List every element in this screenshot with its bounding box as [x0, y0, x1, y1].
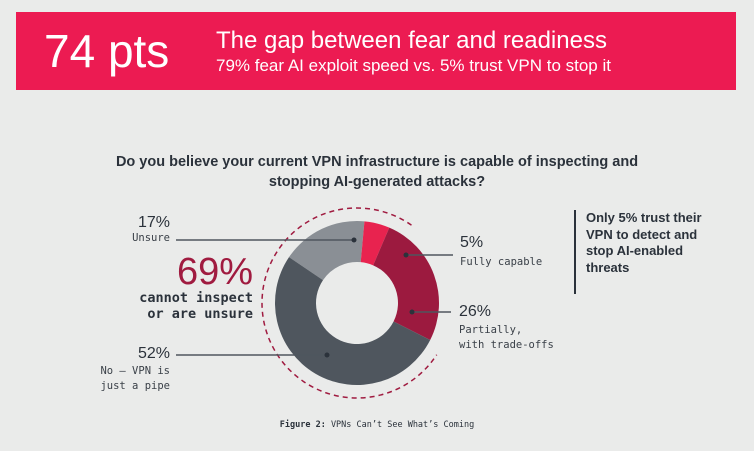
- no-label: No — VPN is just a pipe: [100, 364, 170, 394]
- partial-label-line: Partially,: [459, 324, 523, 336]
- leader-dot: [351, 237, 357, 243]
- highlight-text: cannot inspect or are unsure: [139, 290, 253, 322]
- highlight-value: 69%: [176, 251, 253, 293]
- unsure-pct: 17%: [137, 214, 170, 231]
- dashed-highlight-ring: [261, 207, 438, 399]
- chart-title: Do you believe your current VPN infrastr…: [115, 154, 639, 190]
- leader-dot: [403, 252, 409, 258]
- donut-slice-2: [373, 227, 440, 340]
- caption-prefix: Figure 2:: [279, 420, 326, 430]
- caption-text: VPNs Can’t See What’s Coming: [330, 420, 475, 430]
- fully-label: Fully capable: [460, 256, 543, 268]
- header-banner: 74 pts The gap between fear and readines…: [16, 12, 736, 90]
- fully-pct: 5%: [460, 234, 484, 251]
- highlight-line: cannot inspect: [139, 290, 253, 306]
- highlight-line: or are unsure: [147, 306, 253, 322]
- donut-slice-0: [289, 220, 365, 281]
- no-pct: 52%: [137, 345, 170, 362]
- partial-label: Partially, with trade-offs: [459, 323, 554, 353]
- unsure-label: Unsure: [132, 232, 170, 244]
- banner-title: The gap between fear and readiness: [216, 27, 607, 54]
- callout: Only 5% trust their VPN to detect and st…: [574, 210, 706, 294]
- leader-dot: [409, 309, 415, 315]
- gap-stat: 74 pts: [44, 25, 170, 77]
- partial-pct: 26%: [459, 303, 492, 320]
- figure-caption: Figure 2: VPNs Can’t See What’s Coming: [0, 420, 754, 430]
- leader-dot: [324, 352, 330, 358]
- donut-slice-1: [360, 221, 390, 266]
- partial-label-line: with trade-offs: [459, 339, 554, 351]
- no-label-line: No — VPN is: [100, 365, 170, 377]
- banner-subtitle: 79% fear AI exploit speed vs. 5% trust V…: [216, 56, 611, 75]
- donut-slice-3: [275, 257, 431, 385]
- no-label-line: just a pipe: [100, 380, 170, 392]
